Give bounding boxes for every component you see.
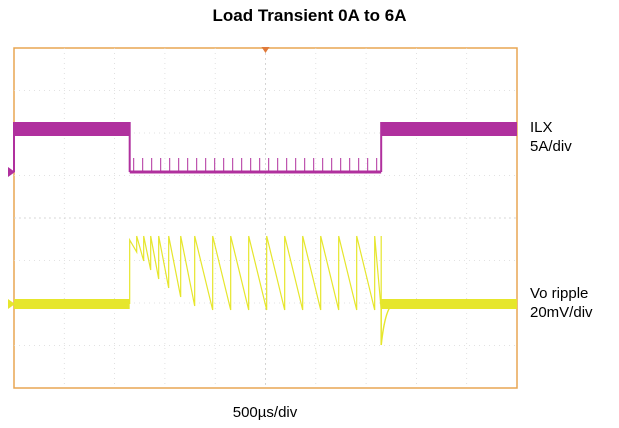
ilx-high-band — [14, 122, 130, 136]
ilx-name: ILX — [530, 119, 553, 136]
vo-name: Vo ripple — [530, 285, 589, 302]
x-axis-label: 500µs/div — [232, 404, 298, 421]
traces — [13, 122, 517, 346]
ilx-ground-marker — [8, 167, 15, 177]
vo-ground-marker — [8, 299, 15, 309]
ilx-high-band — [381, 122, 517, 136]
chart-title: Load Transient 0A to 6A — [212, 6, 407, 25]
vo-recovery — [380, 303, 394, 346]
ilx-scale: 5A/div — [530, 138, 572, 155]
vo-band — [14, 299, 130, 309]
vo-band — [381, 299, 517, 309]
vo-scale: 20mV/div — [530, 304, 593, 321]
vo-label: Vo ripple 20mV/div — [530, 284, 593, 322]
grid — [13, 47, 518, 389]
vo-ripple — [129, 235, 382, 311]
ilx-label: ILX 5A/div — [530, 118, 572, 156]
trigger-marker — [261, 47, 270, 53]
markers — [8, 47, 270, 309]
